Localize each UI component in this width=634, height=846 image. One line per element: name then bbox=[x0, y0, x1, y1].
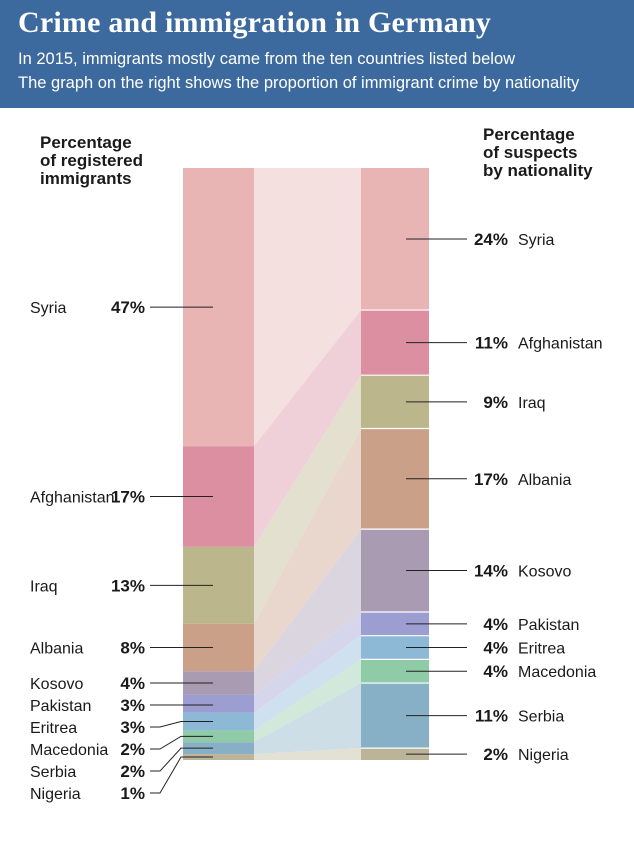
right-label-serbia: Serbia bbox=[518, 709, 564, 726]
right-value-syria: 24% bbox=[474, 230, 508, 249]
right-value-eritrea: 4% bbox=[483, 639, 508, 658]
connector-albania bbox=[254, 428, 361, 672]
right-bar-eritrea bbox=[361, 635, 429, 660]
left-axis-title-line: immigrants bbox=[40, 169, 132, 188]
left-value-macedonia: 2% bbox=[120, 740, 145, 759]
right-label-kosovo: Kosovo bbox=[518, 564, 571, 581]
right-bar-pakistan bbox=[361, 612, 429, 636]
left-label-syria: Syria bbox=[30, 300, 67, 317]
connector-iraq bbox=[254, 375, 361, 624]
left-label-iraq: Iraq bbox=[30, 578, 58, 595]
right-bar-macedonia bbox=[361, 659, 429, 684]
left-value-iraq: 13% bbox=[111, 576, 145, 595]
connector-nigeria bbox=[254, 748, 361, 760]
left-axis-title-line: of registered bbox=[40, 151, 143, 170]
left-value-pakistan: 3% bbox=[120, 696, 145, 715]
right-bar-nigeria bbox=[361, 748, 429, 760]
left-label-pakistan: Pakistan bbox=[30, 698, 91, 715]
connector-eritrea bbox=[254, 635, 361, 731]
right-axis-title-line: Percentage bbox=[483, 125, 575, 144]
left-value-nigeria: 1% bbox=[120, 784, 145, 803]
right-label-iraq: Iraq bbox=[518, 395, 546, 412]
left-label-kosovo: Kosovo bbox=[30, 676, 83, 693]
left-bar-serbia bbox=[183, 742, 254, 755]
left-leader-macedonia bbox=[150, 735, 213, 750]
bars-group bbox=[183, 168, 429, 760]
connector-kosovo bbox=[254, 529, 361, 695]
right-value-serbia: 11% bbox=[475, 707, 508, 726]
left-label-eritrea: Eritrea bbox=[30, 720, 77, 737]
left-bar-nigeria bbox=[183, 754, 254, 760]
left-label-afghanistan: Afghanistan bbox=[30, 490, 115, 507]
connector-afghanistan bbox=[254, 310, 361, 547]
right-label-nigeria: Nigeria bbox=[518, 747, 569, 764]
left-bar-macedonia bbox=[183, 730, 254, 743]
left-label-albania: Albania bbox=[30, 641, 83, 658]
left-label-macedonia: Macedonia bbox=[30, 742, 108, 759]
left-value-serbia: 2% bbox=[120, 762, 145, 781]
right-axis-title-line: by nationality bbox=[483, 161, 593, 180]
right-label-pakistan: Pakistan bbox=[518, 617, 579, 634]
right-label-macedonia: Macedonia bbox=[518, 664, 596, 681]
left-label-serbia: Serbia bbox=[30, 764, 76, 781]
connector-macedonia bbox=[254, 659, 361, 743]
right-value-pakistan: 4% bbox=[483, 615, 508, 634]
left-label-nigeria: Nigeria bbox=[30, 786, 81, 803]
connector-syria bbox=[254, 168, 361, 447]
left-value-kosovo: 4% bbox=[120, 674, 145, 693]
right-value-afghanistan: 11% bbox=[475, 334, 508, 353]
right-label-syria: Syria bbox=[518, 232, 555, 249]
connector-bands bbox=[254, 168, 361, 760]
left-value-albania: 8% bbox=[120, 639, 145, 658]
right-axis-title-line: of suspects bbox=[483, 143, 577, 162]
connector-pakistan bbox=[254, 612, 361, 713]
right-label-eritrea: Eritrea bbox=[518, 641, 565, 658]
left-leader-eritrea bbox=[150, 721, 213, 728]
right-label-afghanistan: Afghanistan bbox=[518, 336, 603, 353]
right-value-macedonia: 4% bbox=[483, 662, 508, 681]
right-label-albania: Albania bbox=[518, 472, 571, 489]
left-leader-serbia bbox=[150, 747, 213, 772]
left-value-afghanistan: 17% bbox=[111, 488, 145, 507]
subtitle-line-1: In 2015, immigrants mostly came from the… bbox=[18, 50, 516, 68]
left-value-syria: 47% bbox=[111, 298, 145, 317]
right-value-kosovo: 14% bbox=[474, 562, 508, 581]
header-banner: Crime and immigration in Germany In 2015… bbox=[0, 0, 634, 108]
right-value-iraq: 9% bbox=[483, 393, 508, 412]
left-value-eritrea: 3% bbox=[120, 718, 145, 737]
left-axis-title-line: Percentage bbox=[40, 133, 132, 152]
left-bar-pakistan bbox=[183, 694, 254, 713]
leader-lines bbox=[150, 238, 467, 794]
subtitle-line-2: The graph on the right shows the proport… bbox=[18, 74, 580, 92]
page-title: Crime and immigration in Germany bbox=[18, 6, 492, 39]
connector-serbia bbox=[254, 683, 361, 755]
right-value-albania: 17% bbox=[474, 470, 508, 489]
left-bar-eritrea bbox=[183, 712, 254, 731]
left-leader-nigeria bbox=[150, 756, 213, 794]
right-value-nigeria: 2% bbox=[483, 745, 508, 764]
left-bar-kosovo bbox=[183, 671, 254, 695]
